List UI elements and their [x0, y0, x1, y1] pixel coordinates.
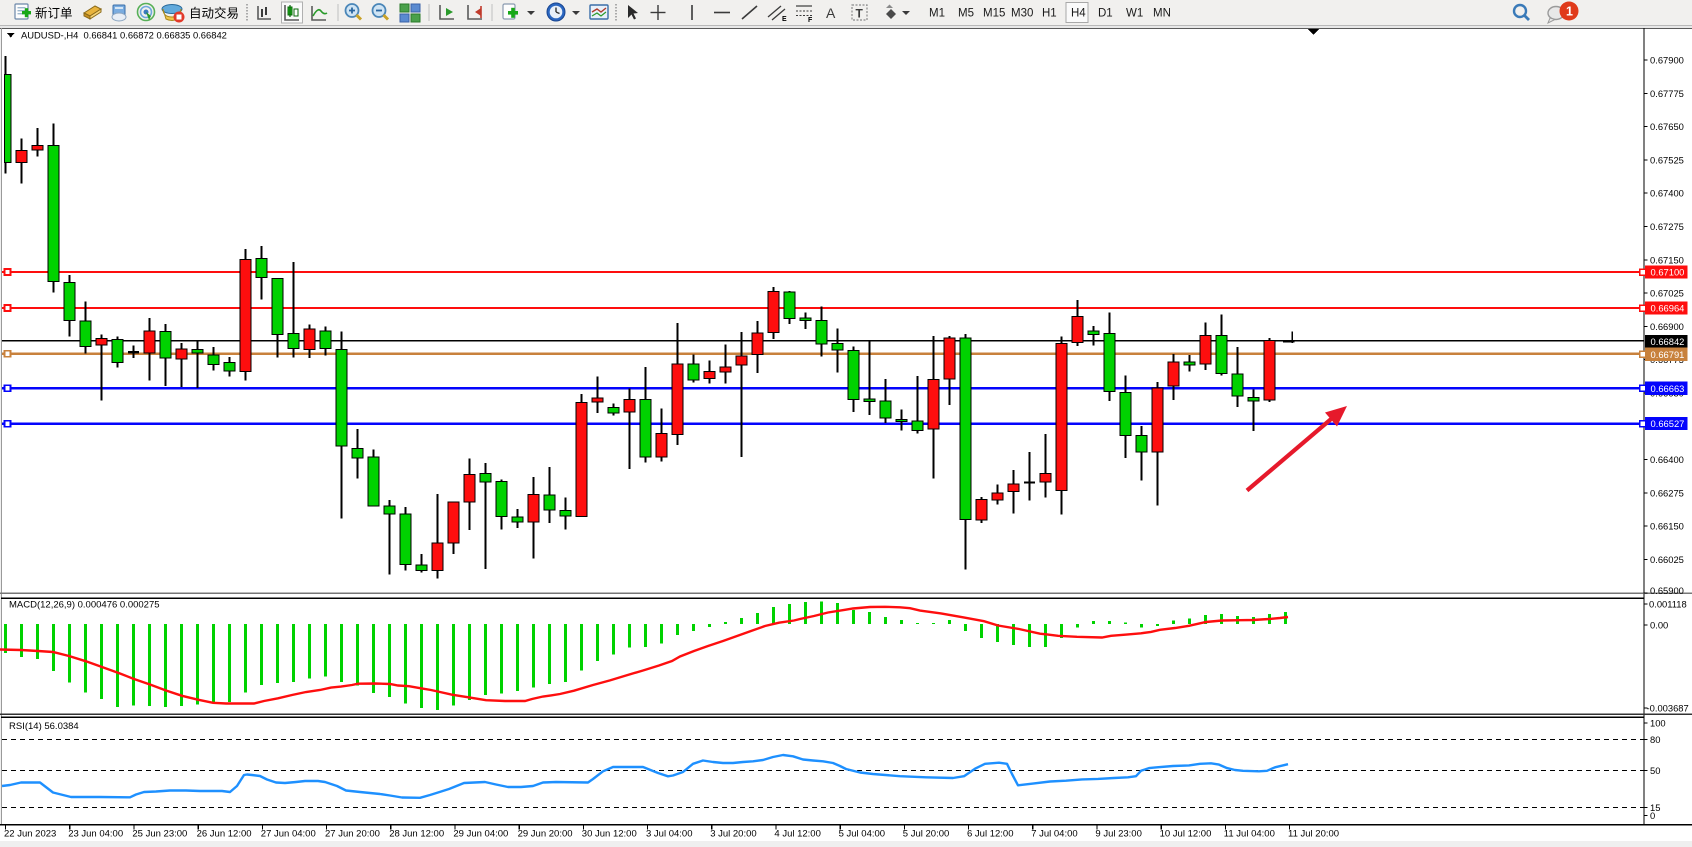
- svg-text:D1: D1: [1098, 8, 1113, 20]
- svg-text:6 Jul 12:00: 6 Jul 12:00: [967, 829, 1013, 840]
- svg-text:3 Jul 04:00: 3 Jul 04:00: [646, 829, 692, 840]
- svg-text:28 Jun 12:00: 28 Jun 12:00: [389, 829, 444, 840]
- svg-text:M15: M15: [983, 8, 1005, 20]
- svg-text:H4: H4: [1071, 8, 1086, 20]
- svg-text:3 Jul 20:00: 3 Jul 20:00: [710, 829, 756, 840]
- svg-text:25 Jun 23:00: 25 Jun 23:00: [132, 829, 187, 840]
- svg-text:0.00: 0.00: [1650, 620, 1668, 631]
- svg-text:RSI(14) 56.0384: RSI(14) 56.0384: [9, 721, 79, 732]
- svg-text:5 Jul 04:00: 5 Jul 04:00: [839, 829, 885, 840]
- svg-text:1: 1: [1566, 5, 1573, 19]
- svg-text:4 Jul 12:00: 4 Jul 12:00: [774, 829, 820, 840]
- svg-text:-0.003687: -0.003687: [1647, 703, 1689, 714]
- svg-text:0.67400: 0.67400: [1650, 188, 1684, 199]
- svg-text:0.66275: 0.66275: [1650, 487, 1684, 498]
- svg-text:11 Jul 20:00: 11 Jul 20:00: [1288, 829, 1339, 840]
- svg-text:0.66400: 0.66400: [1650, 454, 1684, 465]
- svg-text:0.66964: 0.66964: [1651, 303, 1685, 314]
- svg-text:0.67650: 0.67650: [1650, 121, 1684, 132]
- svg-text:0.67100: 0.67100: [1651, 267, 1685, 278]
- svg-text:MACD(12,26,9) 0.000476 0.00027: MACD(12,26,9) 0.000476 0.000275: [9, 600, 160, 611]
- svg-text:H1: H1: [1042, 8, 1057, 20]
- svg-text:0.66663: 0.66663: [1651, 383, 1685, 394]
- svg-text:27 Jun 20:00: 27 Jun 20:00: [325, 829, 380, 840]
- svg-text:0.66150: 0.66150: [1650, 521, 1684, 532]
- svg-text:26 Jun 12:00: 26 Jun 12:00: [197, 829, 252, 840]
- svg-text:100: 100: [1650, 718, 1666, 729]
- svg-text:新订单: 新订单: [35, 6, 73, 21]
- svg-text:0.66842: 0.66842: [1651, 336, 1685, 347]
- svg-text:9 Jul 23:00: 9 Jul 23:00: [1095, 829, 1141, 840]
- svg-text:0.66527: 0.66527: [1651, 418, 1685, 429]
- svg-text:50: 50: [1650, 765, 1660, 776]
- svg-text:15: 15: [1650, 802, 1660, 813]
- svg-text:0.001118: 0.001118: [1649, 599, 1687, 610]
- svg-text:0.67275: 0.67275: [1650, 221, 1684, 232]
- svg-text:A: A: [826, 5, 836, 21]
- svg-text:29 Jun 04:00: 29 Jun 04:00: [453, 829, 508, 840]
- svg-text:27 Jun 04:00: 27 Jun 04:00: [261, 829, 316, 840]
- svg-text:5 Jul 20:00: 5 Jul 20:00: [903, 829, 949, 840]
- svg-text:自动交易: 自动交易: [189, 6, 239, 21]
- svg-text:10 Jul 12:00: 10 Jul 12:00: [1160, 829, 1212, 840]
- svg-text:0.65900: 0.65900: [1650, 585, 1684, 596]
- svg-text:0.67150: 0.67150: [1650, 254, 1684, 265]
- svg-text:F: F: [808, 17, 813, 24]
- svg-text:23 Jun 04:00: 23 Jun 04:00: [68, 829, 123, 840]
- svg-text:0: 0: [1650, 810, 1655, 821]
- svg-text:29 Jun 20:00: 29 Jun 20:00: [518, 829, 573, 840]
- svg-text:M30: M30: [1011, 8, 1033, 20]
- svg-text:E: E: [782, 16, 787, 23]
- svg-text:7 Jul 04:00: 7 Jul 04:00: [1031, 829, 1077, 840]
- svg-text:T: T: [856, 7, 864, 21]
- svg-text:0.66900: 0.66900: [1650, 321, 1684, 332]
- svg-text:0.66025: 0.66025: [1650, 554, 1684, 565]
- svg-text:AUDUSD-,H4 0.66841 0.66872 0.: AUDUSD-,H4 0.66841 0.66872 0.66835 0.668…: [21, 30, 227, 41]
- svg-text:0.67775: 0.67775: [1650, 88, 1684, 99]
- svg-text:M5: M5: [958, 8, 974, 20]
- svg-text:11 Jul 04:00: 11 Jul 04:00: [1224, 829, 1275, 840]
- svg-text:M1: M1: [929, 8, 945, 20]
- svg-text:0.67900: 0.67900: [1650, 55, 1684, 66]
- svg-text:MN: MN: [1153, 8, 1171, 20]
- svg-text:30 Jun 12:00: 30 Jun 12:00: [582, 829, 637, 840]
- svg-text:0.67525: 0.67525: [1650, 154, 1684, 165]
- svg-text:W1: W1: [1126, 8, 1143, 20]
- svg-text:80: 80: [1650, 734, 1660, 745]
- svg-text:22 Jun 2023: 22 Jun 2023: [4, 829, 56, 840]
- svg-text:0.66791: 0.66791: [1651, 349, 1685, 360]
- svg-text:0.67025: 0.67025: [1650, 288, 1684, 299]
